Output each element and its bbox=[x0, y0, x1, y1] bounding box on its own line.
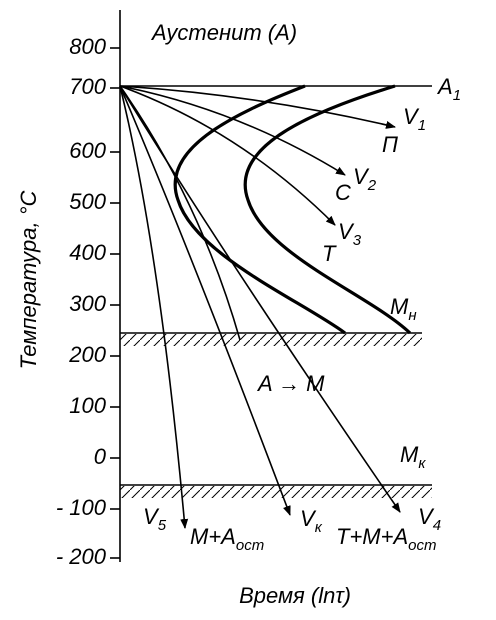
label: M+Aост bbox=[190, 524, 264, 554]
label-sub: ост bbox=[236, 537, 264, 554]
label-text: П bbox=[382, 132, 398, 157]
c-curves bbox=[173, 84, 412, 335]
y-tick-label: 400 bbox=[69, 240, 106, 265]
y-tick-label: - 100 bbox=[56, 495, 107, 520]
label-text: V bbox=[338, 219, 355, 244]
y-tick-label: 200 bbox=[68, 342, 106, 367]
label-sub: к bbox=[418, 455, 426, 472]
label-sub: 4 bbox=[433, 517, 441, 534]
y-tick-label: 300 bbox=[69, 291, 106, 316]
label: T+M+Aост bbox=[336, 524, 436, 554]
start-curve bbox=[173, 84, 346, 335]
label-text: A bbox=[436, 74, 453, 99]
mn-hatch bbox=[120, 334, 422, 346]
label: С bbox=[335, 180, 351, 205]
label-text: V bbox=[403, 104, 420, 129]
label-sub: 5 bbox=[158, 517, 167, 534]
label: П bbox=[382, 132, 398, 157]
title: Аустенит (А) bbox=[150, 20, 297, 45]
label-text: M bbox=[390, 294, 409, 319]
cooling-v1 bbox=[119, 85, 396, 129]
y-tick-label: 500 bbox=[69, 189, 106, 214]
label-text: V bbox=[353, 164, 370, 189]
label: Mк bbox=[400, 442, 426, 472]
label-text: С bbox=[335, 180, 351, 205]
mk-hatch bbox=[120, 486, 432, 498]
label: A1 bbox=[436, 74, 461, 104]
finish-curve bbox=[243, 84, 412, 335]
label-sub: 1 bbox=[418, 117, 426, 134]
label-text: A → M bbox=[256, 371, 325, 396]
y-tick-label: 600 bbox=[69, 138, 106, 163]
axes bbox=[119, 10, 432, 562]
cooling-vk bbox=[119, 85, 291, 516]
cooling-v2 bbox=[119, 85, 346, 176]
label-text: V bbox=[143, 504, 160, 529]
label: Т bbox=[322, 241, 337, 266]
cooling-v3 bbox=[119, 85, 336, 226]
y-axis-label: Температура, °С bbox=[16, 190, 41, 369]
cooling-v5 bbox=[119, 85, 189, 529]
label-text: V bbox=[300, 506, 317, 531]
y-tick-label: 0 bbox=[94, 444, 107, 469]
cooling-v4 bbox=[119, 85, 401, 513]
label: V1 bbox=[403, 104, 426, 134]
x-axis-label: Время (lnτ) bbox=[239, 583, 351, 608]
label-text: V bbox=[418, 504, 435, 529]
y-tick-label: 700 bbox=[69, 74, 106, 99]
label-text: Т bbox=[322, 241, 337, 266]
label: V2 bbox=[353, 164, 377, 194]
label-sub: 1 bbox=[453, 87, 461, 104]
label-sub: к bbox=[315, 519, 323, 536]
cooling-curves bbox=[119, 85, 401, 529]
label-sub: 2 bbox=[367, 177, 377, 194]
y-tick-label: 800 bbox=[69, 34, 106, 59]
label: Mн bbox=[390, 294, 417, 324]
label-sub: ост bbox=[408, 537, 436, 554]
label-text: M+A bbox=[190, 524, 236, 549]
label: Vк bbox=[300, 506, 323, 536]
label-text: T+M+A bbox=[336, 524, 408, 549]
label: V5 bbox=[143, 504, 167, 534]
label-sub: 3 bbox=[353, 232, 362, 249]
label-text: M bbox=[400, 442, 419, 467]
label: V4 bbox=[418, 504, 441, 534]
y-tick-label: 100 bbox=[69, 393, 106, 418]
cooling-mid bbox=[119, 85, 241, 341]
y-tick-label: - 200 bbox=[56, 544, 107, 569]
label-sub: н bbox=[408, 307, 416, 324]
label: A → M bbox=[256, 371, 325, 396]
label: V3 bbox=[338, 219, 362, 249]
